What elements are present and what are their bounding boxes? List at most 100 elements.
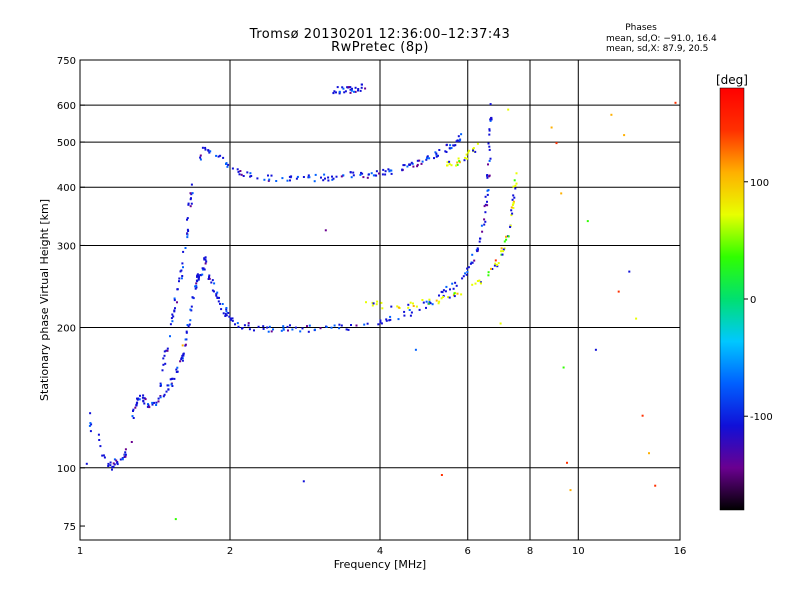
data-point	[98, 439, 101, 441]
data-point	[390, 172, 393, 175]
data-point	[338, 323, 341, 326]
data-point	[440, 297, 443, 300]
data-point	[270, 174, 273, 177]
x-tick-label: 16	[674, 546, 687, 557]
data-point	[332, 92, 335, 94]
data-point	[306, 325, 308, 328]
data-point	[486, 176, 489, 179]
data-point	[132, 410, 134, 412]
data-point	[370, 172, 373, 175]
data-point	[208, 277, 211, 280]
data-points	[85, 83, 677, 521]
data-point	[375, 303, 378, 306]
data-point	[409, 314, 412, 317]
data-point	[488, 145, 491, 148]
data-point	[354, 86, 357, 89]
data-point	[641, 414, 644, 417]
data-point	[185, 330, 188, 333]
data-point	[513, 179, 516, 182]
data-point	[487, 163, 489, 166]
stats-x-mode: mean, sd,X: 87.9, 20.5	[606, 44, 709, 54]
data-point	[410, 161, 413, 164]
data-point	[221, 303, 224, 305]
data-point	[483, 218, 486, 221]
data-point	[466, 271, 469, 273]
data-point	[488, 159, 491, 162]
data-point	[333, 324, 336, 327]
data-point	[489, 119, 492, 122]
data-point	[151, 403, 154, 406]
data-point	[349, 86, 352, 89]
data-point	[501, 253, 504, 256]
data-point	[654, 484, 657, 487]
data-point	[361, 172, 364, 175]
data-point	[447, 296, 450, 299]
data-point	[340, 175, 343, 178]
data-point	[172, 315, 175, 318]
data-point	[484, 220, 487, 223]
chart-title: Tromsø 20130201 12:36:00–12:37:43	[249, 27, 511, 42]
data-point	[282, 328, 285, 331]
data-point	[509, 224, 512, 227]
data-point	[225, 307, 228, 309]
data-point	[181, 357, 184, 360]
data-point	[342, 174, 345, 177]
data-point	[189, 308, 192, 311]
data-point	[380, 301, 383, 304]
data-point	[489, 103, 492, 106]
data-point	[280, 329, 283, 332]
data-point	[253, 329, 255, 332]
data-point	[246, 171, 249, 174]
data-point	[194, 285, 197, 288]
data-point	[181, 262, 184, 265]
data-point	[139, 394, 141, 397]
data-point	[268, 178, 271, 181]
data-point	[136, 397, 138, 400]
data-point	[412, 305, 415, 307]
data-point	[190, 183, 193, 186]
data-point	[350, 176, 353, 179]
data-point	[449, 144, 452, 147]
data-point	[147, 403, 149, 406]
data-point	[124, 448, 127, 451]
data-point	[204, 148, 207, 151]
y-tick-label: 200	[57, 324, 76, 335]
data-point	[237, 170, 240, 173]
data-point	[384, 170, 387, 173]
data-point	[171, 313, 174, 316]
data-point	[384, 173, 387, 176]
data-point	[286, 179, 289, 182]
data-point	[204, 262, 207, 265]
data-point	[499, 322, 502, 325]
data-point	[216, 291, 219, 294]
data-point	[418, 308, 421, 311]
data-point	[483, 205, 486, 208]
data-point	[250, 175, 253, 177]
data-point	[181, 359, 184, 362]
data-point	[350, 324, 352, 326]
data-point	[227, 163, 230, 166]
data-point	[281, 177, 284, 180]
data-point	[180, 269, 183, 272]
data-point	[301, 327, 304, 330]
data-point	[211, 289, 214, 292]
data-point	[512, 185, 515, 188]
data-point	[617, 290, 620, 293]
data-point	[205, 260, 208, 263]
data-point	[474, 282, 477, 285]
data-point	[169, 323, 172, 326]
data-point	[438, 300, 441, 303]
data-point	[116, 463, 119, 466]
data-point	[456, 161, 459, 164]
data-point	[460, 293, 463, 296]
data-point	[376, 300, 379, 303]
data-point	[142, 399, 145, 402]
data-point	[481, 230, 484, 233]
data-point	[505, 238, 508, 241]
data-point	[472, 149, 474, 152]
data-point	[440, 474, 443, 476]
data-point	[131, 415, 134, 418]
data-point	[213, 290, 215, 293]
data-point	[217, 300, 220, 303]
